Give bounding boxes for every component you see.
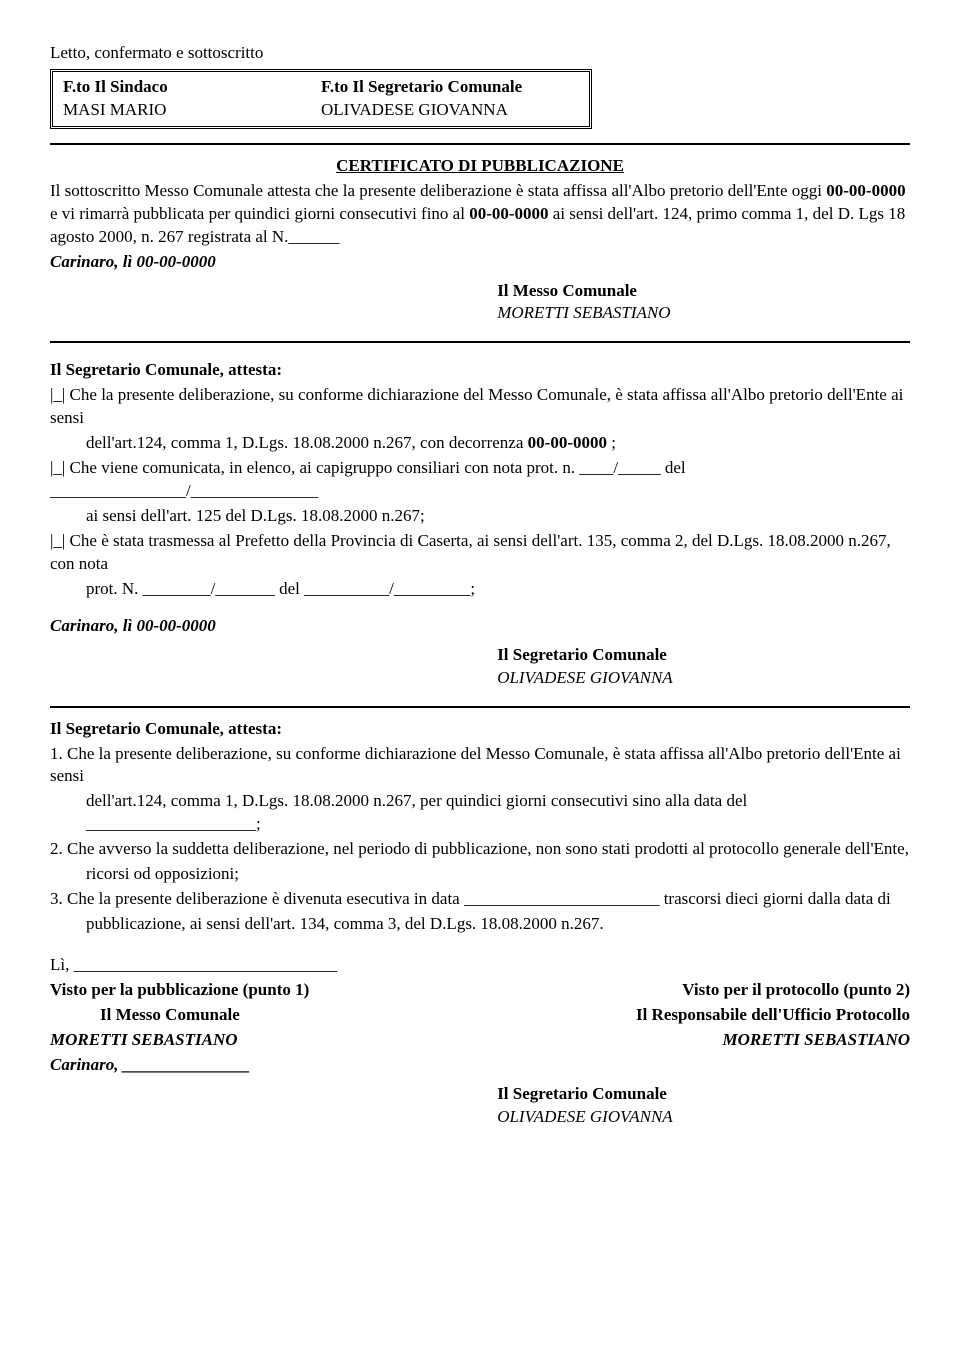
role-right: Il Responsabile dell'Ufficio Protocollo xyxy=(505,1004,910,1027)
separator-1 xyxy=(50,143,910,145)
messo-signature: Il Messo Comunale MORETTI SEBASTIANO xyxy=(497,280,910,326)
sindaco-name: MASI MARIO xyxy=(63,99,321,122)
section3-item1-indent: dell'art.124, comma 1, D.Lgs. 18.08.2000… xyxy=(50,790,910,836)
segretario-name: OLIVADESE GIOVANNA xyxy=(321,99,579,122)
segretario-signature-2: Il Segretario Comunale OLIVADESE GIOVANN… xyxy=(497,1083,910,1129)
read-confirmed: Letto, confermato e sottoscritto xyxy=(50,42,910,65)
section2-line1-indent: dell'art.124, comma 1, D.Lgs. 18.08.2000… xyxy=(50,432,910,455)
footer-visto-row: Visto per la pubblicazione (punto 1) Vis… xyxy=(50,979,910,1002)
li-line: Lì, _______________________________ xyxy=(50,954,910,977)
section3-item3-indent: pubblicazione, ai sensi dell'art. 134, c… xyxy=(50,913,910,936)
footer-name-row: MORETTI SEBASTIANO MORETTI SEBASTIANO xyxy=(50,1029,910,1052)
section2-line3: |_| Che è stata trasmessa al Prefetto de… xyxy=(50,530,910,576)
name-left: MORETTI SEBASTIANO xyxy=(50,1029,463,1052)
section2-line3-indent: prot. N. ________/_______ del __________… xyxy=(50,578,910,601)
name-right: MORETTI SEBASTIANO xyxy=(497,1029,910,1052)
certificate-title: CERTIFICATO DI PUBBLICAZIONE xyxy=(50,155,910,178)
certificate-body: Il sottoscritto Messo Comunale attesta c… xyxy=(50,180,910,249)
sindaco-title: F.to Il Sindaco xyxy=(63,76,321,99)
carinaro-date-1: Carinaro, lì 00-00-0000 xyxy=(50,251,910,274)
section2-line1: |_| Che la presente deliberazione, su co… xyxy=(50,384,910,430)
signature-table: F.to Il Sindaco MASI MARIO F.to Il Segre… xyxy=(50,69,592,129)
section3-item1: 1. Che la presente deliberazione, su con… xyxy=(50,743,910,789)
section3-item2-indent: ricorsi od opposizioni; xyxy=(50,863,910,886)
section2-heading: Il Segretario Comunale, attesta: xyxy=(50,359,910,382)
separator-2 xyxy=(50,341,910,343)
section3-item3: 3. Che la presente deliberazione è diven… xyxy=(50,888,910,911)
footer-role-row: Il Messo Comunale Il Responsabile dell'U… xyxy=(50,1004,910,1027)
visto-right: Visto per il protocollo (punto 2) xyxy=(497,979,910,1002)
carinaro-date-2: Carinaro, lì 00-00-0000 xyxy=(50,615,910,638)
visto-left: Visto per la pubblicazione (punto 1) xyxy=(50,979,463,1002)
section3-item2: 2. Che avverso la suddetta deliberazione… xyxy=(50,838,910,861)
role-left: Il Messo Comunale xyxy=(50,1004,505,1027)
segretario-title: F.to Il Segretario Comunale xyxy=(321,76,579,99)
segretario-signature-1: Il Segretario Comunale OLIVADESE GIOVANN… xyxy=(497,644,910,690)
section3-heading: Il Segretario Comunale, attesta: xyxy=(50,718,910,741)
carinaro-footer: Carinaro, _______________ xyxy=(50,1054,910,1077)
section2-line2: |_| Che viene comunicata, in elenco, ai … xyxy=(50,457,910,503)
separator-3 xyxy=(50,706,910,708)
section2-line2-indent: ai sensi dell'art. 125 del D.Lgs. 18.08.… xyxy=(50,505,910,528)
